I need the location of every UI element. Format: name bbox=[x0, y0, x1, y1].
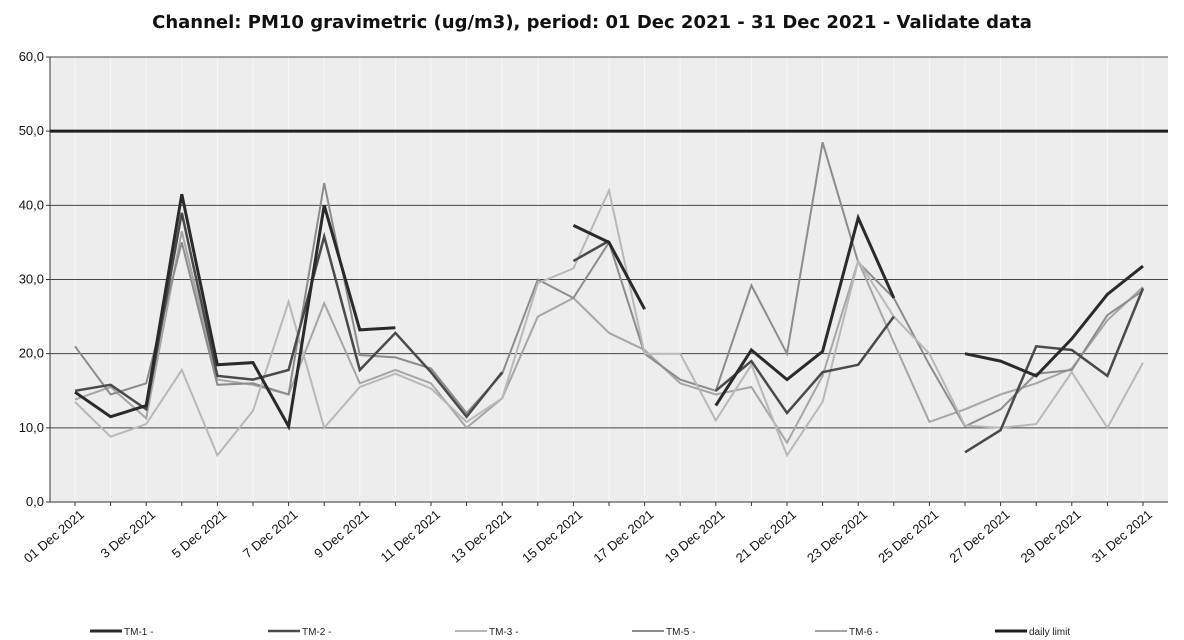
legend-label: TM-5 - bbox=[666, 627, 695, 638]
legend-label: TM-1 - bbox=[124, 627, 153, 638]
y-tick-label: 30,0 bbox=[19, 272, 44, 287]
x-tick-label: 11 Dec 2021 bbox=[378, 507, 443, 565]
y-tick-label: 40,0 bbox=[19, 197, 44, 212]
series-line-tm-3 bbox=[74, 187, 1144, 458]
x-tick-label: 27 Dec 2021 bbox=[946, 507, 1012, 566]
series-line-tm-1 bbox=[964, 264, 1144, 378]
x-tick-label: 19 Dec 2021 bbox=[662, 507, 728, 566]
series-line-tm-2 bbox=[572, 239, 610, 263]
gridlines bbox=[50, 56, 1168, 429]
legend-label: TM-6 - bbox=[849, 627, 878, 638]
x-tick-label: 31 Dec 2021 bbox=[1089, 507, 1155, 566]
y-tick-label: 60,0 bbox=[19, 49, 44, 64]
legend-label: daily limit bbox=[1029, 627, 1070, 638]
x-tick-label: 7 Dec 2021 bbox=[240, 507, 301, 561]
x-tick-label: 15 Dec 2021 bbox=[519, 507, 585, 566]
y-tick-label: 20,0 bbox=[19, 346, 44, 361]
series-line-tm-2 bbox=[714, 315, 895, 416]
x-tick-label: 21 Dec 2021 bbox=[733, 507, 799, 566]
x-tick-label: 29 Dec 2021 bbox=[1018, 507, 1084, 566]
legend-label: TM-2 - bbox=[302, 627, 331, 638]
x-tick-label: 3 Dec 2021 bbox=[98, 507, 159, 561]
y-tick-label: 50,0 bbox=[19, 123, 44, 138]
series-lines bbox=[50, 129, 1168, 458]
x-tick-label: 25 Dec 2021 bbox=[875, 507, 941, 566]
x-tick-label: 01 Dec 2021 bbox=[21, 507, 87, 566]
x-tick-label: 9 Dec 2021 bbox=[311, 507, 372, 561]
series-line-tm-1 bbox=[714, 213, 896, 407]
x-tick-label: 5 Dec 2021 bbox=[169, 507, 230, 561]
series-line-tm-2 bbox=[74, 212, 504, 419]
x-tick-label: 17 Dec 2021 bbox=[590, 507, 656, 566]
series-line-tm-1 bbox=[74, 193, 396, 431]
legend-label: TM-3 - bbox=[489, 627, 518, 638]
legend: TM-1 - TM-2 - TM-3 - TM-5 - TM-6 - daily limi… bbox=[90, 627, 1070, 638]
series-line-tm-1 bbox=[572, 224, 646, 310]
chart-title: Channel: PM10 gravimetric (ug/m3), perio… bbox=[152, 12, 1032, 33]
series-line-tm-6 bbox=[74, 231, 1144, 445]
y-tick-label: 10,0 bbox=[19, 420, 44, 435]
x-tick-label: 13 Dec 2021 bbox=[448, 507, 514, 566]
y-tick-label: 0,0 bbox=[26, 494, 44, 509]
x-tick-label: 23 Dec 2021 bbox=[804, 507, 870, 566]
series-line-tm-2 bbox=[964, 287, 1145, 454]
